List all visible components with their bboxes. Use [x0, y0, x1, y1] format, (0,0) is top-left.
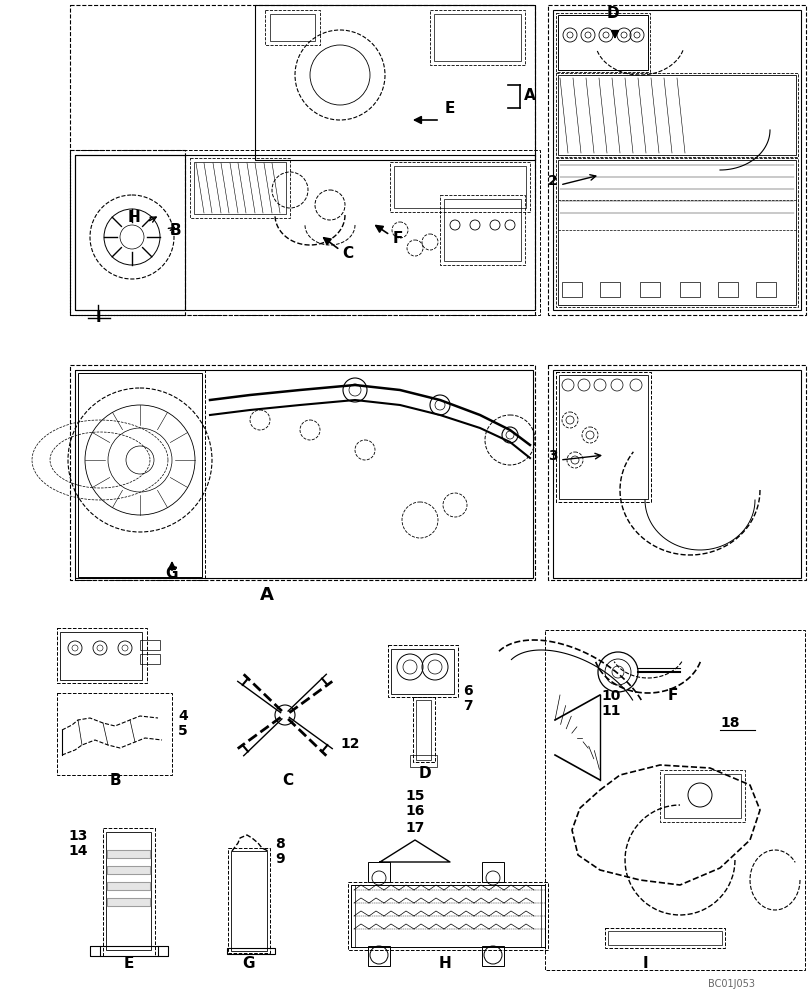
Text: 6: 6: [462, 684, 472, 698]
Text: 3: 3: [547, 449, 557, 463]
Polygon shape: [107, 882, 150, 890]
Text: 2: 2: [547, 174, 557, 188]
Text: 9: 9: [275, 852, 285, 866]
Text: A: A: [260, 586, 273, 604]
Text: I: I: [95, 310, 101, 325]
Text: 5: 5: [178, 724, 187, 738]
Text: 7: 7: [462, 699, 472, 713]
Polygon shape: [107, 866, 150, 874]
Text: E: E: [123, 956, 134, 971]
Text: B: B: [109, 773, 121, 788]
Text: G: G: [242, 956, 255, 971]
Text: E: E: [444, 101, 455, 116]
Text: 15: 15: [405, 789, 424, 803]
Text: C: C: [341, 246, 353, 261]
Text: 16: 16: [405, 804, 424, 818]
Text: 8: 8: [275, 837, 285, 851]
Text: 17: 17: [405, 821, 424, 835]
Text: 4: 4: [178, 709, 187, 723]
Text: G: G: [165, 566, 178, 581]
Text: 14: 14: [68, 844, 88, 858]
Text: H: H: [438, 956, 451, 971]
Text: D: D: [418, 766, 431, 781]
Text: I: I: [642, 956, 647, 971]
Text: 11: 11: [600, 704, 620, 718]
Text: C: C: [282, 773, 294, 788]
Text: 18: 18: [719, 716, 739, 730]
Polygon shape: [107, 850, 150, 858]
Polygon shape: [107, 898, 150, 906]
Text: 12: 12: [340, 737, 359, 751]
Text: 10: 10: [600, 689, 620, 703]
Text: BC01J053: BC01J053: [707, 979, 754, 989]
Text: 13: 13: [68, 829, 88, 843]
Text: A: A: [523, 89, 535, 104]
Text: F: F: [393, 231, 403, 246]
Text: H: H: [127, 210, 140, 225]
Text: B: B: [169, 223, 182, 238]
Text: D: D: [607, 6, 619, 21]
Text: F: F: [667, 688, 677, 703]
